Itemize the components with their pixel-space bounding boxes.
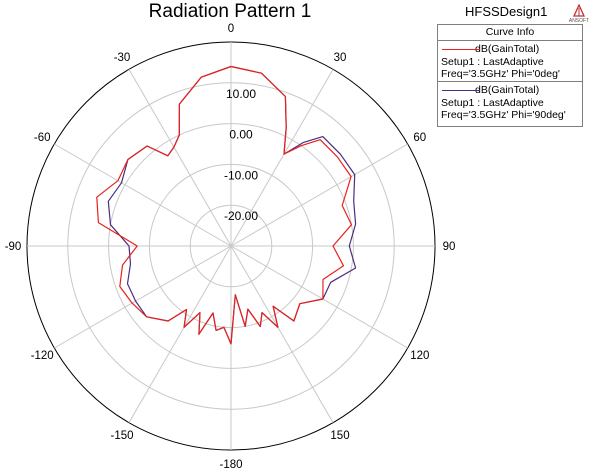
series-layer — [96, 65, 357, 345]
svg-text:ANSOFT: ANSOFT — [569, 18, 589, 24]
legend-series-setup: Setup1 : LastAdaptive — [441, 96, 544, 109]
angle-tick-label: -120 — [31, 350, 54, 362]
grid-spoke — [128, 69, 232, 247]
legend-swatch-phi-90 — [442, 90, 480, 91]
grid-spoke — [230, 143, 408, 247]
grid-spoke — [54, 245, 232, 349]
angle-tick-label: 150 — [330, 430, 349, 442]
legend-series-name: dB(GainTotal) — [475, 84, 540, 96]
radial-tick-label: -10.00 — [224, 168, 258, 182]
angle-tick-label: -60 — [34, 132, 51, 144]
legend-series-setup: Setup1 : LastAdaptive — [441, 55, 544, 68]
angle-tick-label: 60 — [413, 132, 426, 144]
design-name: HFSSDesign1 — [465, 4, 548, 19]
tick-labels: 0 30 60 90 120 150 -180 -150 -120 -90 -60 -30 10.00 0… — [5, 23, 456, 471]
series-line-phi-0 — [96, 65, 353, 345]
legend-entry-phi-0: dB(GainTotal) Setup1 : LastAdaptive Freq… — [438, 41, 582, 82]
angle-tick-label: 120 — [410, 350, 429, 362]
chart-title: Radiation Pattern 1 — [148, 1, 312, 22]
legend-series-name: dB(GainTotal) — [475, 43, 540, 55]
legend-swatch-phi-0 — [442, 49, 480, 50]
angle-tick-label: -90 — [5, 241, 22, 253]
grid-spoke — [230, 69, 334, 247]
radial-tick-label: -20.00 — [224, 209, 258, 223]
legend-entry-phi-90: dB(GainTotal) Setup1 : LastAdaptive Freq… — [438, 82, 582, 123]
legend-series-params: Freq='3.5GHz' Phi='90deg' — [441, 109, 566, 121]
legend-series-params: Freq='3.5GHz' Phi='0deg' — [441, 68, 560, 80]
grid-spoke — [54, 143, 232, 247]
angle-tick-label: -150 — [110, 430, 133, 442]
angle-tick-label: 90 — [443, 241, 456, 253]
angle-tick-label: 30 — [334, 52, 347, 64]
radial-tick-label: 0.00 — [229, 128, 253, 142]
legend: Curve Info dB(GainTotal) Setup1 : LastAd… — [437, 24, 583, 127]
angle-tick-label: -30 — [114, 52, 131, 64]
polar-grid — [26, 41, 436, 451]
grid-spoke — [230, 245, 408, 349]
radial-tick-label: 10.00 — [226, 87, 256, 101]
legend-title: Curve Info — [438, 25, 582, 41]
grid-spoke — [128, 245, 232, 423]
angle-tick-label: 0 — [228, 23, 234, 35]
ansoft-logo: ANSOFT — [569, 4, 589, 24]
angle-tick-label: -180 — [219, 459, 242, 471]
grid-spoke — [230, 245, 334, 423]
